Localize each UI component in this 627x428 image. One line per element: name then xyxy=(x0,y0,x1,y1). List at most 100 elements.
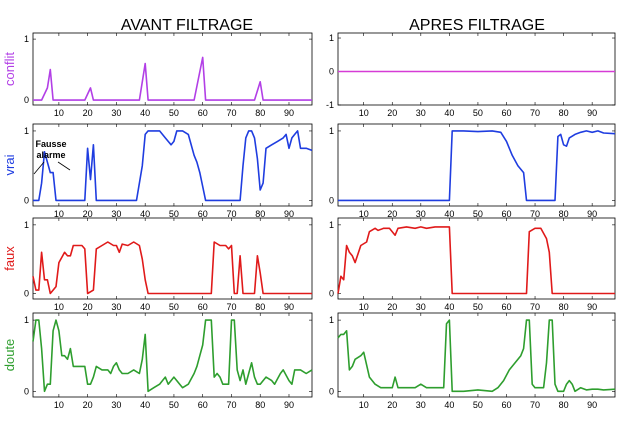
y-tick-label: -1 xyxy=(326,100,334,110)
x-tick-label: 30 xyxy=(416,400,426,410)
series-line-vrai xyxy=(33,130,313,202)
x-tick-label: 60 xyxy=(501,302,511,312)
x-tick-label: 70 xyxy=(530,108,540,118)
x-tick-label: 40 xyxy=(444,108,454,118)
axes-box xyxy=(337,32,616,106)
x-tick-label: 70 xyxy=(226,209,236,219)
x-tick-label: 40 xyxy=(140,302,150,312)
series-line-doute xyxy=(32,319,313,393)
x-tick-label: 80 xyxy=(559,209,569,219)
x-tick-label: 80 xyxy=(559,108,569,118)
y-tick-label: 1 xyxy=(329,33,334,43)
series-line-faux xyxy=(32,241,312,295)
y-tick-label: 1 xyxy=(329,220,334,230)
x-tick-label: 70 xyxy=(530,400,540,410)
x-tick-label: 80 xyxy=(255,108,265,118)
y-axis-label-conflit: conflit xyxy=(2,52,17,86)
panel-left-3: 10 20 30 40 50 60 70 80 90 0 1 doute xyxy=(2,312,313,410)
x-tick-label: 10 xyxy=(359,108,369,118)
x-tick-label: 90 xyxy=(587,108,597,118)
x-tick-label: 10 xyxy=(359,302,369,312)
x-tick-label: 80 xyxy=(255,209,265,219)
y-tick-label: 0 xyxy=(24,195,29,205)
x-tick-label: 30 xyxy=(111,209,121,219)
x-tick-label: 30 xyxy=(416,302,426,312)
x-tick-label: 90 xyxy=(587,302,597,312)
axes-box xyxy=(337,312,616,398)
x-tick-label: 10 xyxy=(54,108,64,118)
x-tick-label: 40 xyxy=(444,400,454,410)
x-tick-label: 20 xyxy=(387,302,397,312)
y-tick-label: 1 xyxy=(329,315,334,325)
panel-left-0: 10 20 30 40 50 60 70 80 90 0 1 conflit xyxy=(2,32,313,118)
x-tick-label: 90 xyxy=(587,400,597,410)
false-alarm-annotation: Fausse alarme xyxy=(33,139,71,175)
x-tick-label: 70 xyxy=(226,108,236,118)
y-tick-label: 0 xyxy=(329,289,334,299)
x-tick-label: 90 xyxy=(587,209,597,219)
x-tick-label: 30 xyxy=(111,302,121,312)
x-tick-label: 40 xyxy=(140,209,150,219)
x-tick-label: 30 xyxy=(416,108,426,118)
y-tick-label: 1 xyxy=(24,315,29,325)
x-tick-label: 80 xyxy=(559,400,569,410)
x-tick-label: 70 xyxy=(530,302,540,312)
series-line-right-1 xyxy=(338,130,616,202)
panel-left-1: 10 20 30 40 50 60 70 80 90 0 1 vrai xyxy=(2,123,313,219)
x-tick-label: 50 xyxy=(473,400,483,410)
x-tick-label: 20 xyxy=(83,302,93,312)
x-tick-label: 60 xyxy=(198,209,208,219)
title-apres-filtrage: APRES FILTRAGE xyxy=(409,17,545,34)
y-tick-label: 1 xyxy=(24,34,29,44)
y-tick-label: 1 xyxy=(24,220,29,230)
y-tick-label: 0 xyxy=(24,386,29,396)
y-tick-label: 1 xyxy=(329,126,334,136)
x-tick-label: 30 xyxy=(111,108,121,118)
x-tick-label: 60 xyxy=(501,400,511,410)
x-tick-label: 60 xyxy=(501,209,511,219)
x-tick-label: 50 xyxy=(473,108,483,118)
x-tick-label: 90 xyxy=(284,108,294,118)
x-tick-label: 80 xyxy=(559,302,569,312)
x-tick-label: 60 xyxy=(198,400,208,410)
x-tick-label: 10 xyxy=(359,209,369,219)
panel-right-0: 10 20 30 40 50 60 70 80 90 -1 0 1 xyxy=(326,32,616,118)
x-tick-label: 20 xyxy=(387,209,397,219)
annotation-line1: Fausse xyxy=(35,139,66,149)
x-tick-label: 20 xyxy=(83,108,93,118)
y-axis-label-faux: faux xyxy=(2,246,17,271)
x-tick-label: 20 xyxy=(83,400,93,410)
y-axis-label-doute: doute xyxy=(2,339,17,372)
x-tick-label: 50 xyxy=(169,302,179,312)
x-tick-label: 70 xyxy=(530,209,540,219)
annotation-arrow-right xyxy=(57,161,71,171)
series-line-conflit xyxy=(33,56,312,101)
x-tick-label: 50 xyxy=(473,302,483,312)
axes-box xyxy=(32,32,313,106)
x-tick-label: 40 xyxy=(140,108,150,118)
panel-right-3: 10 20 30 40 50 60 70 80 90 0 1 xyxy=(329,312,616,410)
x-tick-label: 90 xyxy=(284,302,294,312)
axes-box xyxy=(337,123,616,207)
x-tick-label: 40 xyxy=(444,209,454,219)
x-tick-label: 50 xyxy=(169,209,179,219)
annotation-line2: alarme xyxy=(36,150,65,160)
title-avant-filtrage: AVANT FILTRAGE xyxy=(121,17,253,34)
panel-right-2: 10 20 30 40 50 60 70 80 90 0 1 xyxy=(329,217,616,312)
panel-right-1: 10 20 30 40 50 60 70 80 90 0 1 xyxy=(329,123,616,219)
axes-box xyxy=(32,123,313,207)
series-line-right-2 xyxy=(337,226,615,295)
y-tick-label: 0 xyxy=(329,386,334,396)
x-tick-label: 10 xyxy=(54,302,64,312)
y-tick-label: 1 xyxy=(24,126,29,136)
x-tick-label: 50 xyxy=(169,108,179,118)
x-tick-label: 50 xyxy=(169,400,179,410)
x-tick-label: 20 xyxy=(83,209,93,219)
panel-left-2: 10 20 30 40 50 60 70 80 90 0 1 faux xyxy=(2,217,313,312)
x-tick-label: 10 xyxy=(54,209,64,219)
y-tick-label: 0 xyxy=(329,67,334,77)
x-tick-label: 80 xyxy=(255,400,265,410)
y-tick-label: 0 xyxy=(24,95,29,105)
axes-box xyxy=(32,312,313,398)
